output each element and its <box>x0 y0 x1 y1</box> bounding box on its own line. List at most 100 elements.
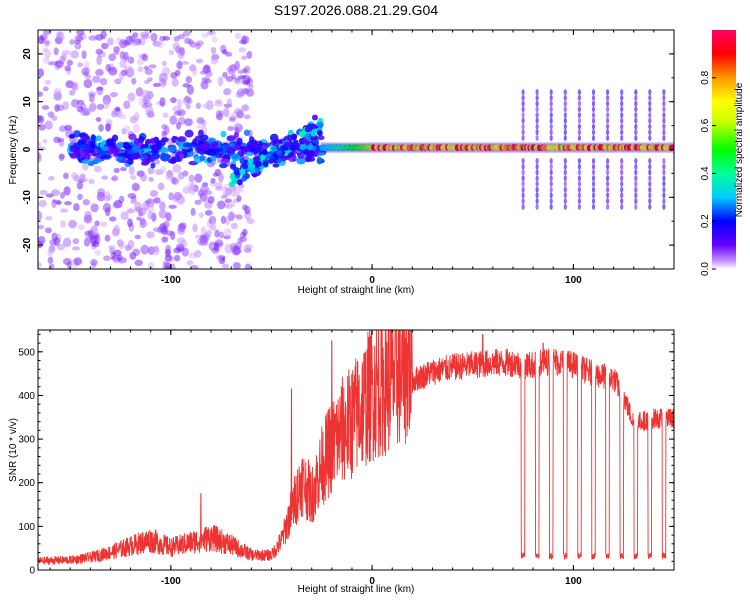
spectrogram-cell <box>70 99 80 108</box>
spectrogram-cell <box>648 94 652 101</box>
spectrogram-cell <box>145 106 154 116</box>
spectrogram-cell <box>220 215 226 224</box>
spectrogram-cell <box>662 186 666 193</box>
spectrogram-cell <box>591 175 596 182</box>
y-tick-label: 10 <box>22 96 33 108</box>
colorbar: 0.0 0.2 0.4 0.6 0.8 Normalized spectral ampl… <box>700 30 745 276</box>
spectrogram-cell <box>299 144 306 151</box>
spectrogram-cell <box>648 169 652 176</box>
spectrogram-cell <box>577 198 582 205</box>
spectrogram-cell <box>38 142 42 147</box>
spectrogram-cell <box>549 203 553 210</box>
spectrogram-cell <box>186 84 194 95</box>
spectrogram-cell <box>160 154 170 162</box>
spectrogram-cell <box>130 175 137 180</box>
spectrogram-cell <box>634 203 638 210</box>
spectrogram-cell <box>113 249 122 257</box>
spectrogram-cell <box>521 94 525 101</box>
spectrogram-cell <box>171 77 179 88</box>
spectrogram-cell <box>92 241 100 248</box>
spectrogram-cell <box>83 237 91 247</box>
spectrogram-cell <box>182 83 191 88</box>
spectrogram-cell <box>100 30 107 40</box>
spectrogram-cell <box>563 158 567 164</box>
spectrogram-cell <box>175 61 183 69</box>
spectrogram-cell <box>236 137 243 146</box>
spectrogram-cell <box>535 186 539 193</box>
spectrogram-cell <box>172 42 181 51</box>
spectrogram-cell <box>670 142 674 154</box>
spectrogram-cell <box>204 209 213 216</box>
spectrogram-cell <box>234 108 243 116</box>
spectrogram-cell <box>102 154 112 159</box>
spectrogram-cell <box>64 65 71 72</box>
spectrogram-cell <box>201 32 209 39</box>
spectrogram-cell <box>225 146 236 154</box>
spectrogram-cell <box>206 30 216 36</box>
spectrogram-cell <box>521 135 525 141</box>
spectrogram-cell <box>535 158 539 164</box>
spectrogram-cell <box>563 192 567 199</box>
spectrogram-cell <box>117 256 127 264</box>
spectrogram-cell <box>53 237 61 247</box>
spectrogram-cell <box>68 219 77 229</box>
spectrogram-cell <box>577 100 582 107</box>
spectrogram-cell <box>192 223 198 233</box>
spectrogram-cell <box>75 35 84 42</box>
spectrogram-cell <box>153 227 162 233</box>
spectrogram-cell <box>158 72 168 83</box>
spectrogram-cell <box>140 143 149 149</box>
spectrogram-cell <box>198 212 204 218</box>
spectrogram-cell <box>238 47 246 53</box>
spectrogram-cell <box>237 69 244 75</box>
spectrogram-cell <box>38 210 43 221</box>
spectrogram-cell <box>535 175 539 182</box>
spectrogram-cell <box>42 47 49 53</box>
spectrogram-cell <box>111 175 119 181</box>
spectrogram-cell <box>283 141 290 148</box>
spectrogram-cell <box>311 114 318 121</box>
y-tick-label: 300 <box>18 435 35 446</box>
spectrogram-cell <box>47 256 54 264</box>
spectrogram-cell <box>151 247 160 256</box>
spectrogram-cell <box>165 172 174 181</box>
spectrogram-cell <box>634 117 638 124</box>
spectrogram-cell <box>185 104 191 110</box>
spectrogram-cell <box>59 208 69 213</box>
spectrogram-cell <box>124 65 133 71</box>
spectrogram-cell <box>662 89 666 96</box>
spectrogram-cell <box>662 158 666 164</box>
spectrogram-cell <box>620 175 624 182</box>
spectrogram-cell <box>102 99 110 110</box>
spectrogram-cell <box>211 36 218 43</box>
spectrogram-cell <box>128 165 135 176</box>
spectrogram-cell <box>161 236 169 243</box>
spectrogram-cell <box>296 156 306 165</box>
spectrogram-cell <box>57 31 65 42</box>
spectrogram-cell <box>634 192 638 199</box>
spectrogram-cell <box>82 198 90 206</box>
spectrogram-cell <box>606 192 610 199</box>
snr-x-ticks: -100 0 100 <box>49 330 675 587</box>
spectrogram-cell <box>521 89 525 96</box>
spectrogram-cell <box>151 144 162 151</box>
spectrogram-cell <box>227 126 235 132</box>
spectrogram-cell <box>591 112 596 119</box>
spectrogram-cell <box>577 89 582 96</box>
spectrogram-cell <box>191 67 198 76</box>
spectrogram-cell <box>144 102 153 108</box>
spectrogram-cell <box>192 138 198 146</box>
spectrogram-cell <box>211 141 219 149</box>
spectrogram-cell <box>153 197 161 204</box>
spectrogram-cell <box>286 134 293 141</box>
spectrogram-cell <box>271 145 278 152</box>
spectrogram-cell <box>188 174 195 183</box>
spectrogram-cell <box>176 195 185 205</box>
spectrogram-cell <box>210 46 217 55</box>
spectrogram-cell <box>169 115 178 125</box>
spectrogram-cell <box>161 60 167 67</box>
spectrogram-cell <box>591 100 596 107</box>
spectrogram-cell <box>223 228 232 238</box>
spectrogram-cell <box>242 204 248 211</box>
